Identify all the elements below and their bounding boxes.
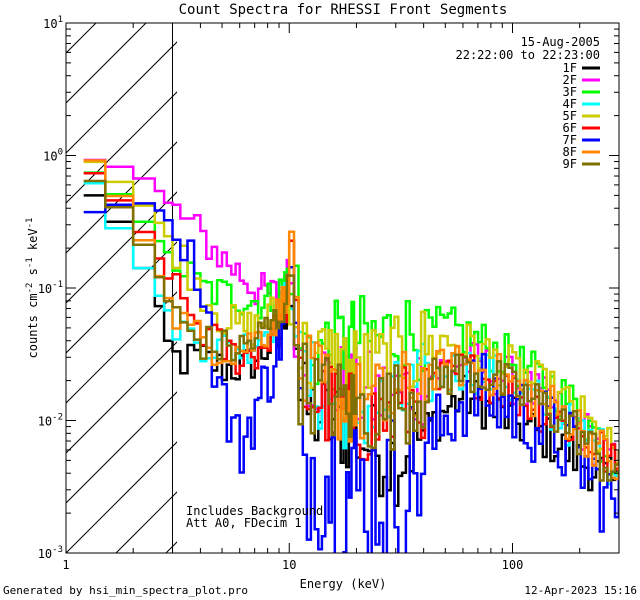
x-tick-label: 100 (502, 558, 524, 572)
legend-label: 8F (563, 145, 577, 159)
series-3F (83, 171, 619, 481)
x-tick-label: 10 (282, 558, 296, 572)
chart-title: Count Spectra for RHESSI Front Segments (179, 2, 508, 18)
series-1F (83, 194, 619, 507)
x-axis-label: Energy (keV) (300, 577, 387, 591)
y-tick-label: 10-2 (38, 413, 63, 429)
hatch-line (66, 23, 97, 54)
hatch-line (66, 41, 177, 154)
y-tick-label: 10-3 (38, 545, 63, 561)
series-layer (83, 158, 619, 553)
plot-frame (65, 22, 620, 554)
hatch-line (66, 291, 177, 404)
legend-label: 4F (563, 97, 577, 111)
legend-label: 1F (563, 61, 577, 75)
observation-date: 15-Aug-2005 (521, 35, 600, 49)
legend-label: 3F (563, 85, 577, 99)
hatch-line (66, 241, 177, 354)
y-tick-label: 101 (43, 15, 63, 31)
hatch-line (66, 23, 147, 104)
annotation-background: Includes Background (186, 504, 323, 518)
x-tick-labels: 1 10 100 (62, 558, 523, 572)
y-tick-labels: 10-3 10-2 10-1 100 101 (38, 15, 63, 561)
footer-generated-by: Generated by hsi_min_spectra_plot.pro (3, 584, 248, 597)
hatched-region (66, 23, 177, 553)
hatch-line (66, 441, 177, 553)
annotation-attenuator: Att A0, FDecim 1 (186, 516, 302, 530)
legend-label: 7F (563, 133, 577, 147)
series-9F (83, 179, 619, 482)
observation-time-range: 22:22:00 to 22:23:00 (456, 48, 601, 62)
hatch-line (66, 191, 177, 304)
legend-label: 2F (563, 73, 577, 87)
y-axis-label: counts cm-2 s-1 keV-1 (25, 218, 40, 359)
legend-label: 6F (563, 121, 577, 135)
footer-timestamp: 12-Apr-2023 15:16 (524, 584, 637, 597)
x-tick-label: 1 (62, 558, 69, 572)
hatch-line (66, 341, 177, 454)
axis-ticks (65, 23, 620, 554)
y-tick-label: 100 (43, 148, 63, 164)
hatch-line (66, 391, 177, 504)
legend-label: 5F (563, 109, 577, 123)
legend-label: 9F (563, 157, 577, 171)
y-tick-label: 10-1 (38, 280, 63, 296)
